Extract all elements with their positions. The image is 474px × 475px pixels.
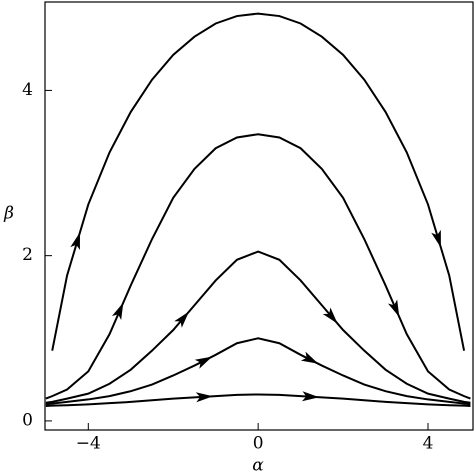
x-tick-label: 4 <box>423 434 434 454</box>
arrowhead <box>301 391 320 402</box>
x-axis-label: α <box>252 456 264 475</box>
y-axis-label: β <box>3 204 14 224</box>
arrowhead <box>387 299 400 318</box>
curve <box>51 12 466 351</box>
x-tick-label: −4 <box>76 434 101 454</box>
arrowhead <box>322 307 338 324</box>
arrowhead <box>70 232 80 251</box>
arrowhead <box>174 311 190 328</box>
arrowhead <box>194 356 213 369</box>
arrowhead <box>300 351 319 364</box>
y-tick-label: 0 <box>22 410 33 430</box>
curve <box>45 133 471 400</box>
x-tick-label: 0 <box>253 434 264 454</box>
curve <box>45 393 471 408</box>
arrowhead <box>195 392 214 403</box>
y-tick-label: 2 <box>22 245 33 265</box>
arrowhead <box>111 302 124 321</box>
y-tick-label: 4 <box>22 80 33 100</box>
curve <box>45 337 471 406</box>
plot-frame <box>44 1 474 431</box>
arrowhead <box>431 229 441 248</box>
curve <box>45 250 471 404</box>
